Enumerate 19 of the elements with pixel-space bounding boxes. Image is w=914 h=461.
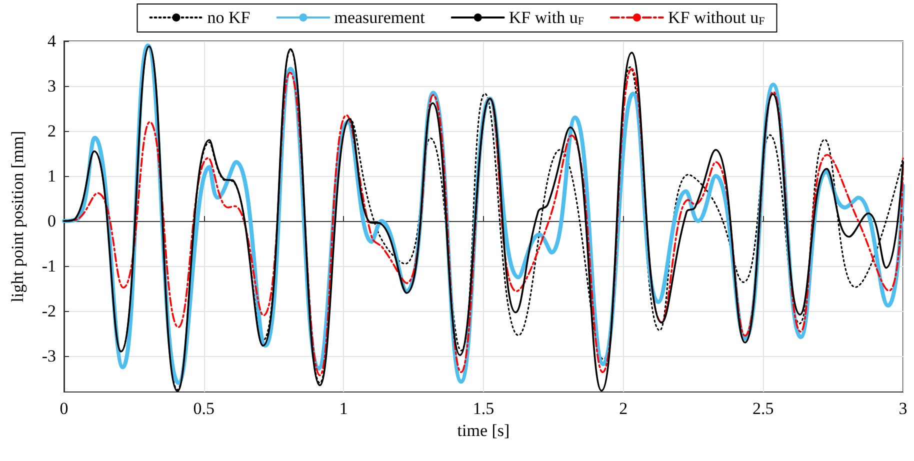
x-tick-label: 1.5 [472, 399, 494, 418]
x-tick-label: 0.5 [193, 399, 214, 418]
y-tick-label: 0 [48, 212, 56, 230]
legend-label: no KF [207, 8, 250, 27]
x-tick-label: 1 [339, 399, 348, 418]
x-tick-label: 3 [898, 399, 908, 418]
x-tick-label: 2 [619, 399, 628, 418]
y-tick-label: -1 [42, 256, 56, 276]
y-tick-label: -3 [42, 346, 56, 366]
x-tick-label: 0 [60, 399, 68, 418]
x-tick-label: 2.5 [752, 399, 774, 418]
y-tick-label: 4 [48, 32, 56, 50]
legend-label: measurement [334, 8, 426, 27]
y-tick-label: 2 [48, 122, 56, 140]
y-tick-label: -2 [42, 302, 56, 320]
y-axis-title: light point position [mm] [8, 130, 27, 302]
x-axis-title: time [s] [457, 421, 510, 440]
y-tick-label: 3 [48, 76, 56, 96]
y-tick-label: 1 [48, 166, 56, 186]
